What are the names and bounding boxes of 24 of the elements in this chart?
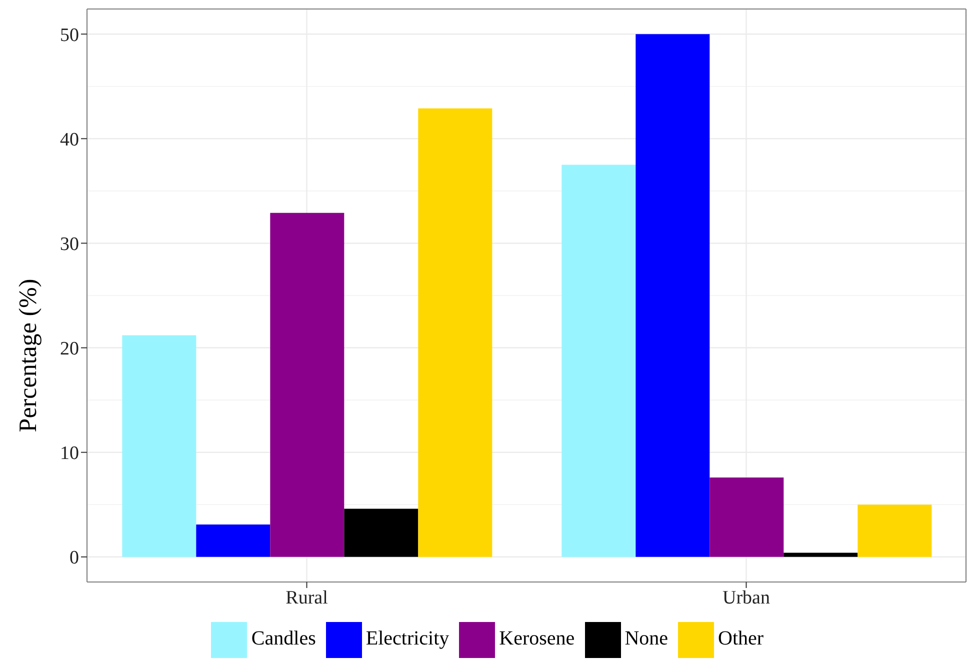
- legend-label: Electricity: [366, 628, 450, 650]
- legend-label: None: [624, 628, 668, 650]
- legend-label: Other: [718, 628, 764, 650]
- y-tick-label: 20: [60, 338, 79, 360]
- x-tick-label: Rural: [286, 587, 328, 608]
- y-tick-label: 50: [60, 24, 79, 46]
- bar: [122, 335, 196, 557]
- legend-label: Kerosene: [499, 628, 575, 650]
- bar: [270, 212, 344, 557]
- bar: [636, 34, 710, 557]
- y-tick-label: 0: [70, 548, 79, 569]
- bar: [344, 508, 418, 557]
- y-tick-label: 40: [60, 129, 79, 150]
- bar: [858, 504, 932, 557]
- bar: [418, 108, 492, 557]
- bar: [196, 524, 270, 557]
- bar: [710, 477, 784, 557]
- y-tick-label: 30: [60, 234, 79, 255]
- bar: [784, 552, 858, 557]
- y-tick-label: 10: [60, 443, 79, 464]
- y-axis-title: Percentage (%): [14, 278, 42, 432]
- bar: [562, 164, 636, 557]
- legend-label: Candles: [251, 628, 316, 650]
- x-tick-label: Urban: [722, 587, 770, 608]
